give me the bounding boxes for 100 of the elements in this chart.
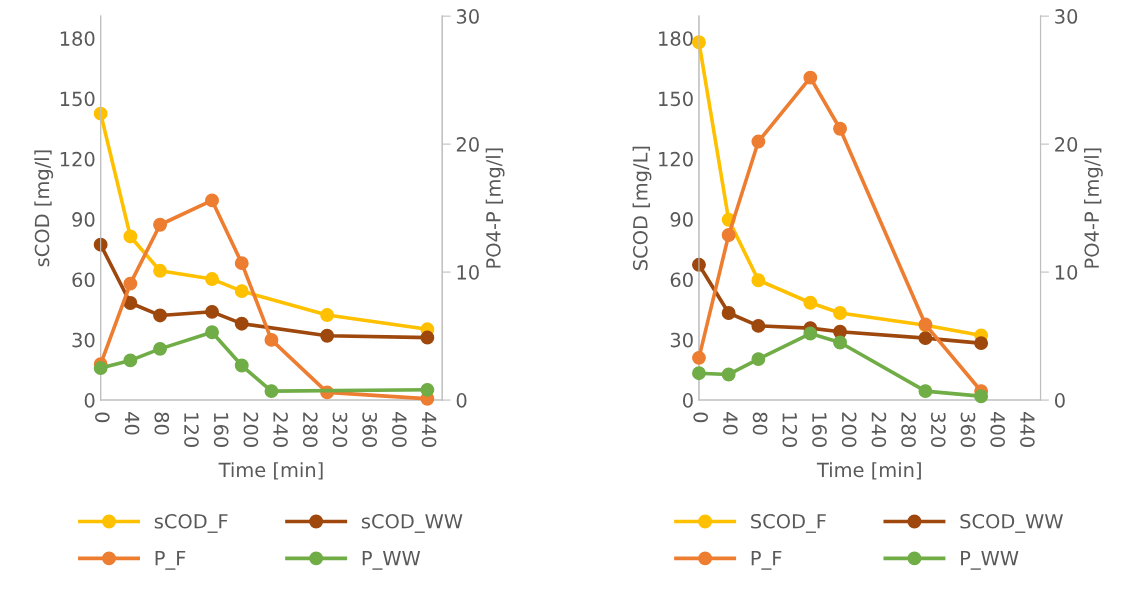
x-tick-label: 120 [184,413,199,447]
y-tick-label: 180 [659,31,693,46]
point [833,121,847,136]
y-tick-label: 90 [72,212,95,227]
point [123,353,138,368]
point [692,350,706,365]
point [205,193,219,208]
y-tick-label: 120 [60,151,95,167]
x-tick-label: 80 [752,412,768,435]
y-tick-label: 90 [670,212,693,227]
x-tick-label: 200 [243,412,259,447]
legend-label: SCOD_WW [960,513,1063,533]
y-tick-label: 180 [60,31,95,46]
point [264,332,279,347]
point [751,352,766,367]
y-tick-label: 150 [659,91,693,107]
legend-label: P_F [155,551,186,570]
y-tick-label: 150 [60,91,95,107]
point [721,228,736,242]
point [918,384,933,399]
x-tick-label: 240 [871,412,887,447]
point [93,361,108,376]
y2-tick-label: 30 [1055,9,1078,24]
point [205,272,219,287]
y2-tick-label: 10 [457,265,479,280]
point [833,324,847,339]
y-tick-label: 0 [683,393,693,408]
y2-tick-label: 10 [1055,265,1078,280]
x-axis-title: Time [min] [816,462,921,480]
x-tick-label: 240 [273,412,288,447]
point [833,335,847,350]
y-tick-label: 0 [84,393,95,408]
point [205,325,219,340]
y-tick-label: 30 [72,332,95,348]
x-tick-label: 80 [154,412,170,435]
y2-axis-title: PO4-P [mg/l] [485,148,505,268]
point [234,284,249,299]
x-tick-label: 360 [362,412,378,447]
legend-label: sCOD_WW [361,513,463,533]
x-axis-title: Time [min] [218,462,323,480]
point [234,256,249,271]
x-tick-label: 40 [723,412,738,435]
x-tick-label: 320 [930,412,946,447]
y-tick-label: 60 [72,272,95,288]
y2-tick-label: 0 [1055,393,1065,408]
point [974,336,989,351]
x-tick-label: 160 [213,413,229,447]
point [721,306,736,320]
point [751,134,766,149]
x-tick-label: 400 [392,412,407,447]
point [803,326,818,341]
point [721,367,736,382]
x-tick-label: 0 [693,412,709,423]
point [320,328,335,343]
x-tick-label: 40 [124,412,140,435]
x-tick-label: 440 [1020,412,1035,447]
y-tick-label: 30 [670,332,693,348]
point [833,306,847,320]
y2-axis-title: PO4-P [mg/l] [1084,148,1103,268]
y2-tick-label: 20 [456,137,479,152]
x-tick-label: 280 [901,412,916,447]
point [320,308,335,322]
x-tick-label: 160 [812,413,827,447]
point [123,229,138,244]
y-tick-label: 60 [670,272,693,288]
point [918,331,933,346]
point [751,318,766,333]
point [234,316,249,331]
x-tick-label: 440 [421,412,437,447]
legend-label: P_F [751,551,782,570]
y2-tick-label: 0 [456,393,467,408]
point [420,330,435,345]
point [803,70,818,85]
x-tick-label: 200 [841,412,857,447]
point [692,366,706,381]
point [751,273,766,288]
point [234,358,249,373]
legend-label: SCOD_F [751,513,826,533]
point [264,384,279,399]
x-tick-label: 0 [95,412,110,423]
y-axis-title: sCOD [mg/l] [34,150,54,267]
y2-tick-label: 20 [1055,137,1078,152]
point [153,308,168,323]
point [974,389,989,404]
x-tick-label: 400 [990,412,1006,447]
point [420,382,435,397]
legend-label: P_WW [362,551,421,570]
y-axis-title: SCOD [mg/L] [632,146,652,270]
point [803,295,818,310]
y2-tick-label: 30 [456,9,479,24]
point [153,217,168,232]
y-tick-label: 120 [659,151,693,167]
point [123,296,138,310]
point [153,341,168,356]
x-tick-label: 120 [782,413,798,447]
point [153,263,168,278]
x-tick-label: 360 [960,412,976,447]
legend-label: P_WW [961,551,1019,570]
legend-label: sCOD_F [154,513,228,533]
x-tick-label: 320 [332,412,348,447]
